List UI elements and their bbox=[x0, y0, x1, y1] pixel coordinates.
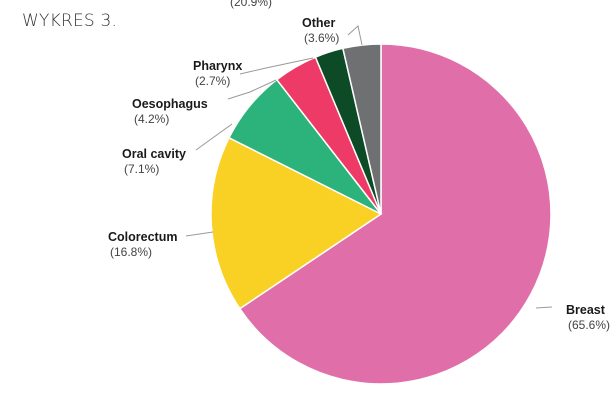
slice-percent-pharynx: (2.7%) bbox=[195, 74, 230, 88]
leader-line-colorectum bbox=[185, 231, 214, 237]
slice-percent-oral-cavity: (7.1%) bbox=[124, 162, 159, 176]
slice-label-other: Other bbox=[302, 16, 335, 30]
leader-line-oral-cavity bbox=[195, 123, 233, 151]
slice-label-pharynx: Pharynx bbox=[193, 59, 242, 73]
slice-percent-breast: (65.6%) bbox=[568, 318, 610, 332]
slice-percent-colorectum: (16.8%) bbox=[110, 245, 152, 259]
pie-slice-other bbox=[341, 43, 382, 215]
slice-percent-oesophagus: (4.2%) bbox=[134, 112, 169, 126]
slice-percent-other: (3.6%) bbox=[304, 31, 339, 45]
leader-line-oesophagus bbox=[227, 79, 277, 100]
pie-slice-colorectum bbox=[210, 136, 383, 310]
slice-label-oral-cavity: Oral cavity bbox=[122, 147, 186, 161]
slice-label-oesophagus: Oesophagus bbox=[132, 97, 208, 111]
cropped-label-fragment: (20.9%) bbox=[230, 0, 272, 9]
figure-label: WYKRES 3. bbox=[22, 11, 118, 31]
pie-slice-breast bbox=[238, 43, 552, 385]
leader-line-pharynx bbox=[239, 57, 314, 75]
slice-label-colorectum: Colorectum bbox=[108, 230, 177, 244]
leader-line-other bbox=[347, 25, 363, 46]
slice-label-breast: Breast bbox=[566, 303, 606, 317]
leader-line-breast bbox=[535, 306, 553, 309]
